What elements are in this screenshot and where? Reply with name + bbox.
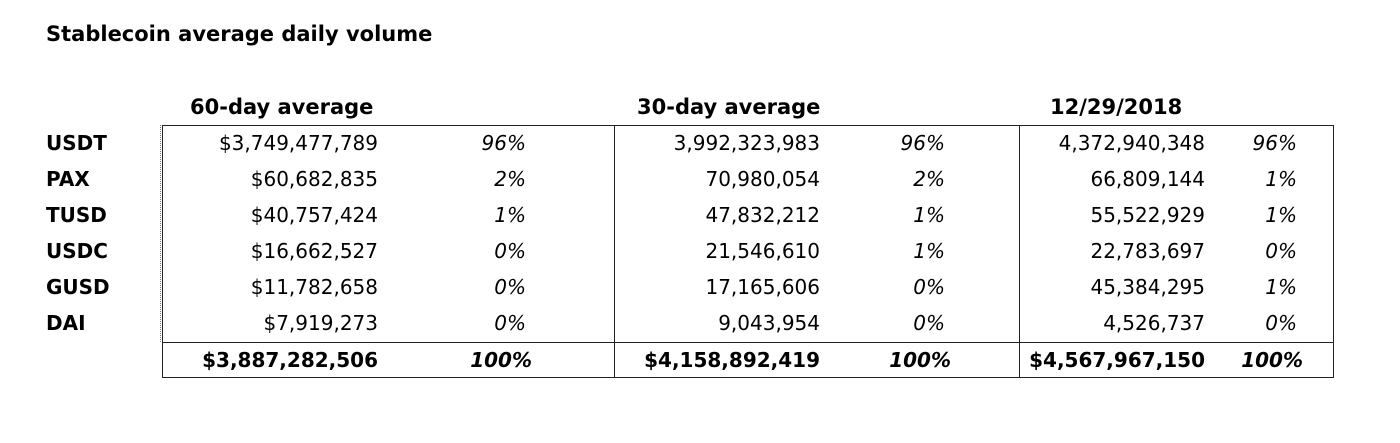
total-value-cell: $4,567,967,150	[1029, 348, 1205, 372]
percent-cell: 1%	[1265, 203, 1297, 227]
percent-cell: 0%	[494, 275, 526, 299]
percent-cell: 96%	[1252, 131, 1297, 155]
percent-cell: 1%	[494, 203, 526, 227]
percent-cell: 2%	[913, 167, 945, 191]
total-percent-cell: 100%	[470, 348, 532, 372]
row-label-gusd: GUSD	[46, 275, 110, 299]
value-cell: $40,757,424	[250, 203, 378, 227]
row-label-pax: PAX	[46, 167, 90, 191]
value-cell: 22,783,697	[1090, 239, 1205, 263]
value-cell: 3,992,323,983	[673, 131, 820, 155]
total-rule-60-day	[162, 342, 615, 343]
dotted-gridline	[160, 125, 161, 342]
value-cell: 55,522,929	[1090, 203, 1205, 227]
percent-cell: 2%	[494, 167, 526, 191]
value-cell: 4,372,940,348	[1058, 131, 1205, 155]
group-header-60-day: 60-day average	[190, 95, 374, 119]
group-box-date	[1019, 125, 1334, 378]
row-label-usdc: USDC	[46, 239, 108, 263]
percent-cell: 1%	[1265, 275, 1297, 299]
value-cell: 9,043,954	[718, 311, 820, 335]
percent-cell: 96%	[481, 131, 526, 155]
row-label-usdt: USDT	[46, 131, 107, 155]
percent-cell: 0%	[494, 311, 526, 335]
value-cell: $3,749,477,789	[218, 131, 378, 155]
group-header-30-day: 30-day average	[637, 95, 821, 119]
value-cell: 66,809,144	[1090, 167, 1205, 191]
value-cell: $16,662,527	[250, 239, 378, 263]
total-rule-date	[1019, 342, 1334, 343]
value-cell: $11,782,658	[250, 275, 378, 299]
total-rule-30-day	[614, 342, 1020, 343]
value-cell: $7,919,273	[263, 311, 378, 335]
value-cell: 21,546,610	[705, 239, 820, 263]
percent-cell: 0%	[1265, 239, 1297, 263]
row-label-tusd: TUSD	[46, 203, 107, 227]
percent-cell: 0%	[913, 311, 945, 335]
total-value-cell: $3,887,282,506	[202, 348, 378, 372]
total-value-cell: $4,158,892,419	[644, 348, 820, 372]
percent-cell: 0%	[1265, 311, 1297, 335]
total-percent-cell: 100%	[1241, 348, 1303, 372]
percent-cell: 0%	[913, 275, 945, 299]
percent-cell: 1%	[913, 203, 945, 227]
value-cell: 17,165,606	[705, 275, 820, 299]
row-label-dai: DAI	[46, 311, 86, 335]
percent-cell: 1%	[1265, 167, 1297, 191]
percent-cell: 1%	[913, 239, 945, 263]
total-percent-cell: 100%	[889, 348, 951, 372]
table-title: Stablecoin average daily volume	[46, 22, 433, 46]
group-header-date: 12/29/2018	[1050, 95, 1183, 119]
value-cell: 45,384,295	[1090, 275, 1205, 299]
value-cell: $60,682,835	[250, 167, 378, 191]
percent-cell: 96%	[900, 131, 945, 155]
percent-cell: 0%	[494, 239, 526, 263]
value-cell: 4,526,737	[1103, 311, 1205, 335]
value-cell: 47,832,212	[705, 203, 820, 227]
value-cell: 70,980,054	[705, 167, 820, 191]
